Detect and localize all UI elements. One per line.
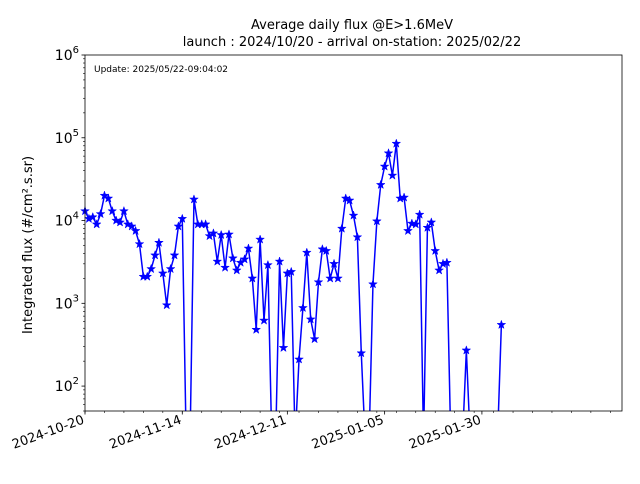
flux-data-point — [367, 278, 378, 289]
flux-data-point — [169, 250, 180, 260]
flux-data-point — [146, 263, 157, 274]
y-tick-label: 103 — [55, 293, 79, 312]
y-tick-label: 102 — [55, 376, 79, 395]
flux-data-point — [262, 259, 273, 270]
flux-data-point — [278, 342, 289, 353]
y-tick-label: 105 — [55, 128, 79, 147]
flux-data-point — [336, 223, 347, 233]
flux-data-point — [422, 222, 433, 232]
flux-data-point — [356, 347, 367, 358]
flux-data-point — [91, 219, 102, 229]
flux-data-point — [301, 247, 312, 257]
flux-data-point — [313, 276, 324, 287]
chart-title-line1: Average daily flux @E>1.6MeV — [251, 18, 453, 33]
flux-data-point — [297, 302, 308, 313]
flux-data-point — [387, 170, 398, 180]
update-annotation: Update: 2025/05/22-09:04:02 — [94, 65, 228, 75]
flux-data-point — [165, 263, 176, 274]
flux-data-point — [286, 266, 297, 277]
flux-data-point — [375, 179, 386, 190]
flux-data-point — [441, 257, 452, 267]
flux-data-point — [414, 209, 425, 219]
flux-data-point — [251, 324, 262, 334]
flux-data-point — [212, 256, 223, 266]
flux-data-point — [208, 228, 219, 238]
flux-data-point — [231, 265, 242, 275]
flux-data-point — [348, 210, 359, 220]
flux-data-point — [294, 354, 305, 364]
flux-data-point — [391, 138, 402, 148]
flux-data-point — [134, 238, 145, 249]
flux-data-point — [243, 243, 254, 253]
flux-data-point — [103, 193, 114, 203]
flux-data-point — [227, 253, 238, 263]
flux-data-point — [340, 193, 351, 203]
flux-data-point — [258, 315, 270, 325]
flux-data-point — [177, 213, 188, 224]
y-axis-label: Integrated flux (#/cm².s.sr) — [21, 156, 36, 334]
axes-frame — [84, 54, 623, 412]
flux-data-point — [223, 229, 234, 239]
flux-data-point — [247, 273, 258, 283]
flux-data-point — [430, 245, 441, 256]
flux-data-point — [332, 273, 343, 283]
flux-data-point — [371, 216, 382, 226]
y-tick-label: 106 — [55, 45, 79, 64]
flux-data-point — [150, 250, 161, 260]
flux-data-point — [220, 262, 231, 272]
flux-data-point — [173, 221, 184, 231]
flux-data-point — [126, 221, 137, 231]
flux-data-point — [95, 208, 106, 219]
flux-data-point — [399, 192, 410, 202]
flux-data-point — [161, 299, 172, 310]
flux-data-point — [188, 194, 199, 204]
flux-data-point — [434, 265, 445, 275]
flux-data-point — [87, 211, 98, 222]
flux-data-point — [383, 148, 394, 158]
flux-data-point — [402, 225, 413, 236]
flux-data-point — [130, 225, 141, 236]
y-tick-label: 104 — [55, 211, 79, 230]
flux-data-point — [122, 219, 133, 229]
flux-data-point — [321, 245, 332, 256]
flux-data-point — [461, 345, 472, 355]
flux-data-point — [352, 231, 363, 242]
flux-data-point — [255, 234, 266, 244]
flux-data-point — [239, 254, 250, 264]
flux-data-point — [200, 219, 211, 229]
flux-data-point — [107, 205, 118, 216]
flux-data-point — [216, 229, 227, 240]
flux-data-point — [379, 161, 390, 171]
flux-data-point — [496, 319, 507, 330]
flux-data-point — [157, 268, 168, 278]
flux-data-point — [142, 271, 153, 281]
flux-data-point — [115, 217, 126, 227]
flux-data-point — [410, 219, 421, 229]
chart-title-line2: launch : 2024/10/20 - arrival on-station… — [183, 35, 521, 50]
flux-data-point — [309, 333, 320, 344]
flux-data-point — [305, 314, 316, 324]
flux-data-point — [426, 217, 437, 227]
flux-data-point — [344, 195, 355, 205]
flux-data-point — [274, 256, 285, 266]
flux-data-point — [153, 237, 164, 247]
flux-data-point — [329, 258, 340, 269]
flux-data-point — [118, 205, 129, 216]
